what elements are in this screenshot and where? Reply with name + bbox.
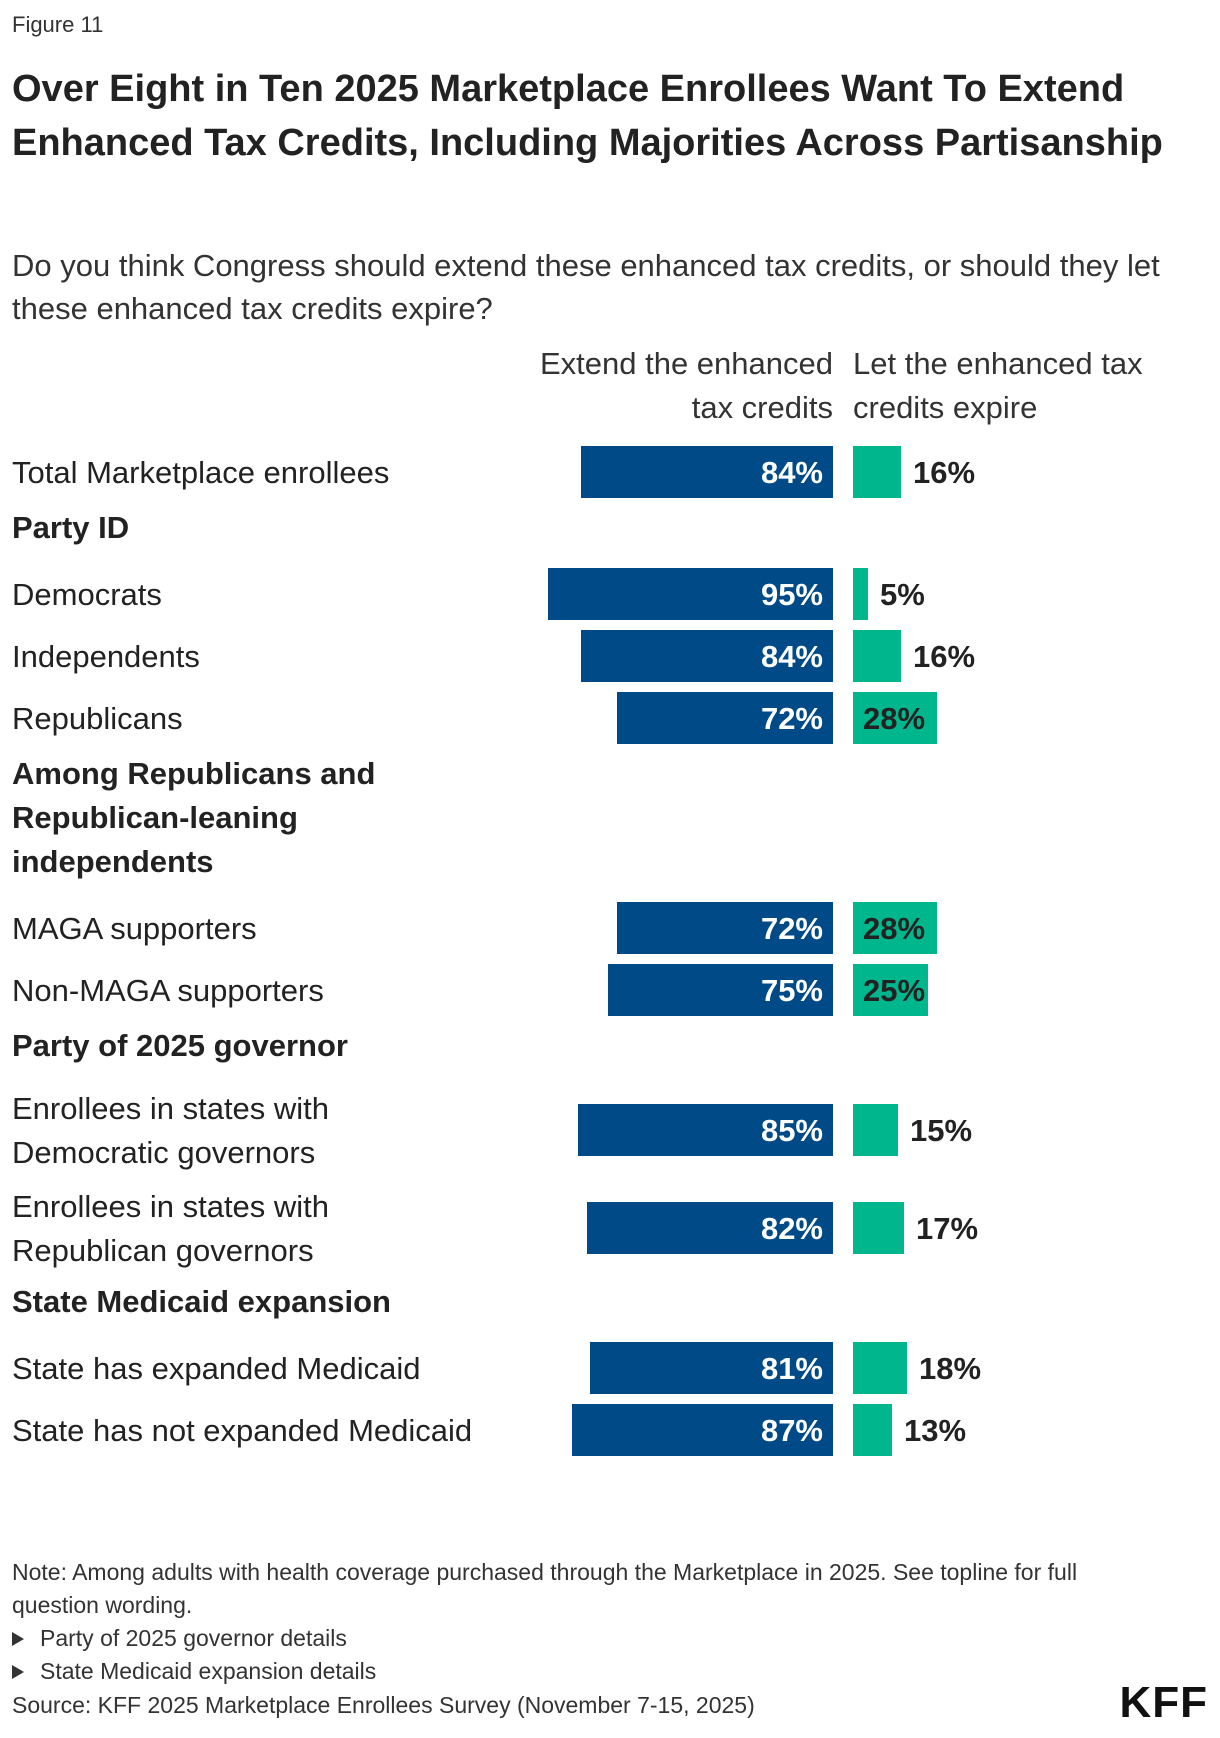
bar-expire — [853, 630, 901, 682]
diverging-bar-chart: Extend the enhanced tax credits Let the en… — [12, 346, 1143, 1456]
bar-extend — [581, 630, 833, 682]
data-label-extend: 85% — [761, 1113, 823, 1148]
data-label-expire: 28% — [863, 911, 925, 946]
chart-subtitle: Do you think Congress should extend thes… — [12, 248, 1160, 326]
chart-title: Over Eight in Ten 2025 Marketplace Enrol… — [12, 68, 1163, 164]
bar-extend — [587, 1202, 833, 1254]
bar-extend — [617, 902, 833, 954]
bar-expire — [853, 692, 937, 744]
bar-extend — [548, 568, 833, 620]
data-label-extend: 72% — [761, 911, 823, 946]
details-label: Party of 2025 governor details — [40, 1625, 347, 1651]
row-label: State has expanded Medicaid — [12, 1351, 420, 1386]
row-label: Enrollees in states with Democratic gover… — [12, 1091, 329, 1170]
bar-extend — [590, 1342, 833, 1394]
kff-logo: KFF — [1119, 1678, 1208, 1727]
data-label-extend: 87% — [761, 1413, 823, 1448]
bar-expire — [853, 902, 937, 954]
row-label: Total Marketplace enrollees — [12, 455, 389, 490]
data-label-extend: 72% — [761, 701, 823, 736]
data-label-extend: 81% — [761, 1351, 823, 1386]
data-label-extend: 84% — [761, 639, 823, 674]
bar-extend — [572, 1404, 833, 1456]
row-label: State has not expanded Medicaid — [12, 1413, 472, 1448]
data-label-expire: 25% — [863, 973, 925, 1008]
data-label-extend: 82% — [761, 1211, 823, 1246]
bar-expire — [853, 446, 901, 498]
row-label: Democrats — [12, 577, 162, 612]
group-heading: Party of 2025 governor — [12, 1028, 348, 1063]
bar-extend — [608, 964, 833, 1016]
note-text: Note: Among adults with health coverage … — [12, 1559, 1078, 1618]
data-label-expire: 13% — [904, 1413, 966, 1448]
data-label-extend: 95% — [761, 577, 823, 612]
source-text: Source: KFF 2025 Marketplace Enrollees S… — [12, 1692, 755, 1718]
legend-header-extend: Extend the enhanced tax credits — [540, 346, 833, 425]
legend-header-expire: Let the enhanced tax credits expire — [853, 346, 1143, 425]
triangle-right-icon — [12, 1664, 24, 1679]
data-label-expire: 17% — [916, 1211, 978, 1246]
bar-expire — [853, 568, 868, 620]
data-label-expire: 18% — [919, 1351, 981, 1386]
data-label-expire: 28% — [863, 701, 925, 736]
data-label-extend: 84% — [761, 455, 823, 490]
row-label: Independents — [12, 639, 200, 674]
group-heading: Party ID — [12, 510, 129, 545]
data-label-expire: 15% — [910, 1113, 972, 1148]
bar-extend — [617, 692, 833, 744]
data-label-extend: 75% — [761, 973, 823, 1008]
details-toggle-medicaid[interactable]: State Medicaid expansion details — [12, 1655, 1132, 1688]
row-label: Non-MAGA supporters — [12, 973, 324, 1008]
data-label-expire: 16% — [913, 455, 975, 490]
data-label-expire: 5% — [880, 577, 925, 612]
bar-expire — [853, 1104, 898, 1156]
bar-expire — [853, 1202, 904, 1254]
figure-label: Figure 11 — [12, 12, 104, 37]
bar-expire — [853, 1342, 907, 1394]
notes: Note: Among adults with health coverage … — [12, 1556, 1132, 1688]
row-label: MAGA supporters — [12, 911, 257, 946]
group-heading: Among Republicans and Republican-leaning i… — [12, 756, 375, 879]
bar-expire — [853, 964, 928, 1016]
triangle-right-icon — [12, 1631, 24, 1646]
details-label: State Medicaid expansion details — [40, 1658, 377, 1684]
bar-extend — [581, 446, 833, 498]
group-heading: State Medicaid expansion — [12, 1284, 391, 1319]
data-label-expire: 16% — [913, 639, 975, 674]
details-toggle-governor[interactable]: Party of 2025 governor details — [12, 1622, 1132, 1655]
row-label: Republicans — [12, 701, 183, 736]
bar-expire — [853, 1404, 892, 1456]
bar-extend — [578, 1104, 833, 1156]
row-label: Enrollees in states with Republican gover… — [12, 1189, 329, 1268]
